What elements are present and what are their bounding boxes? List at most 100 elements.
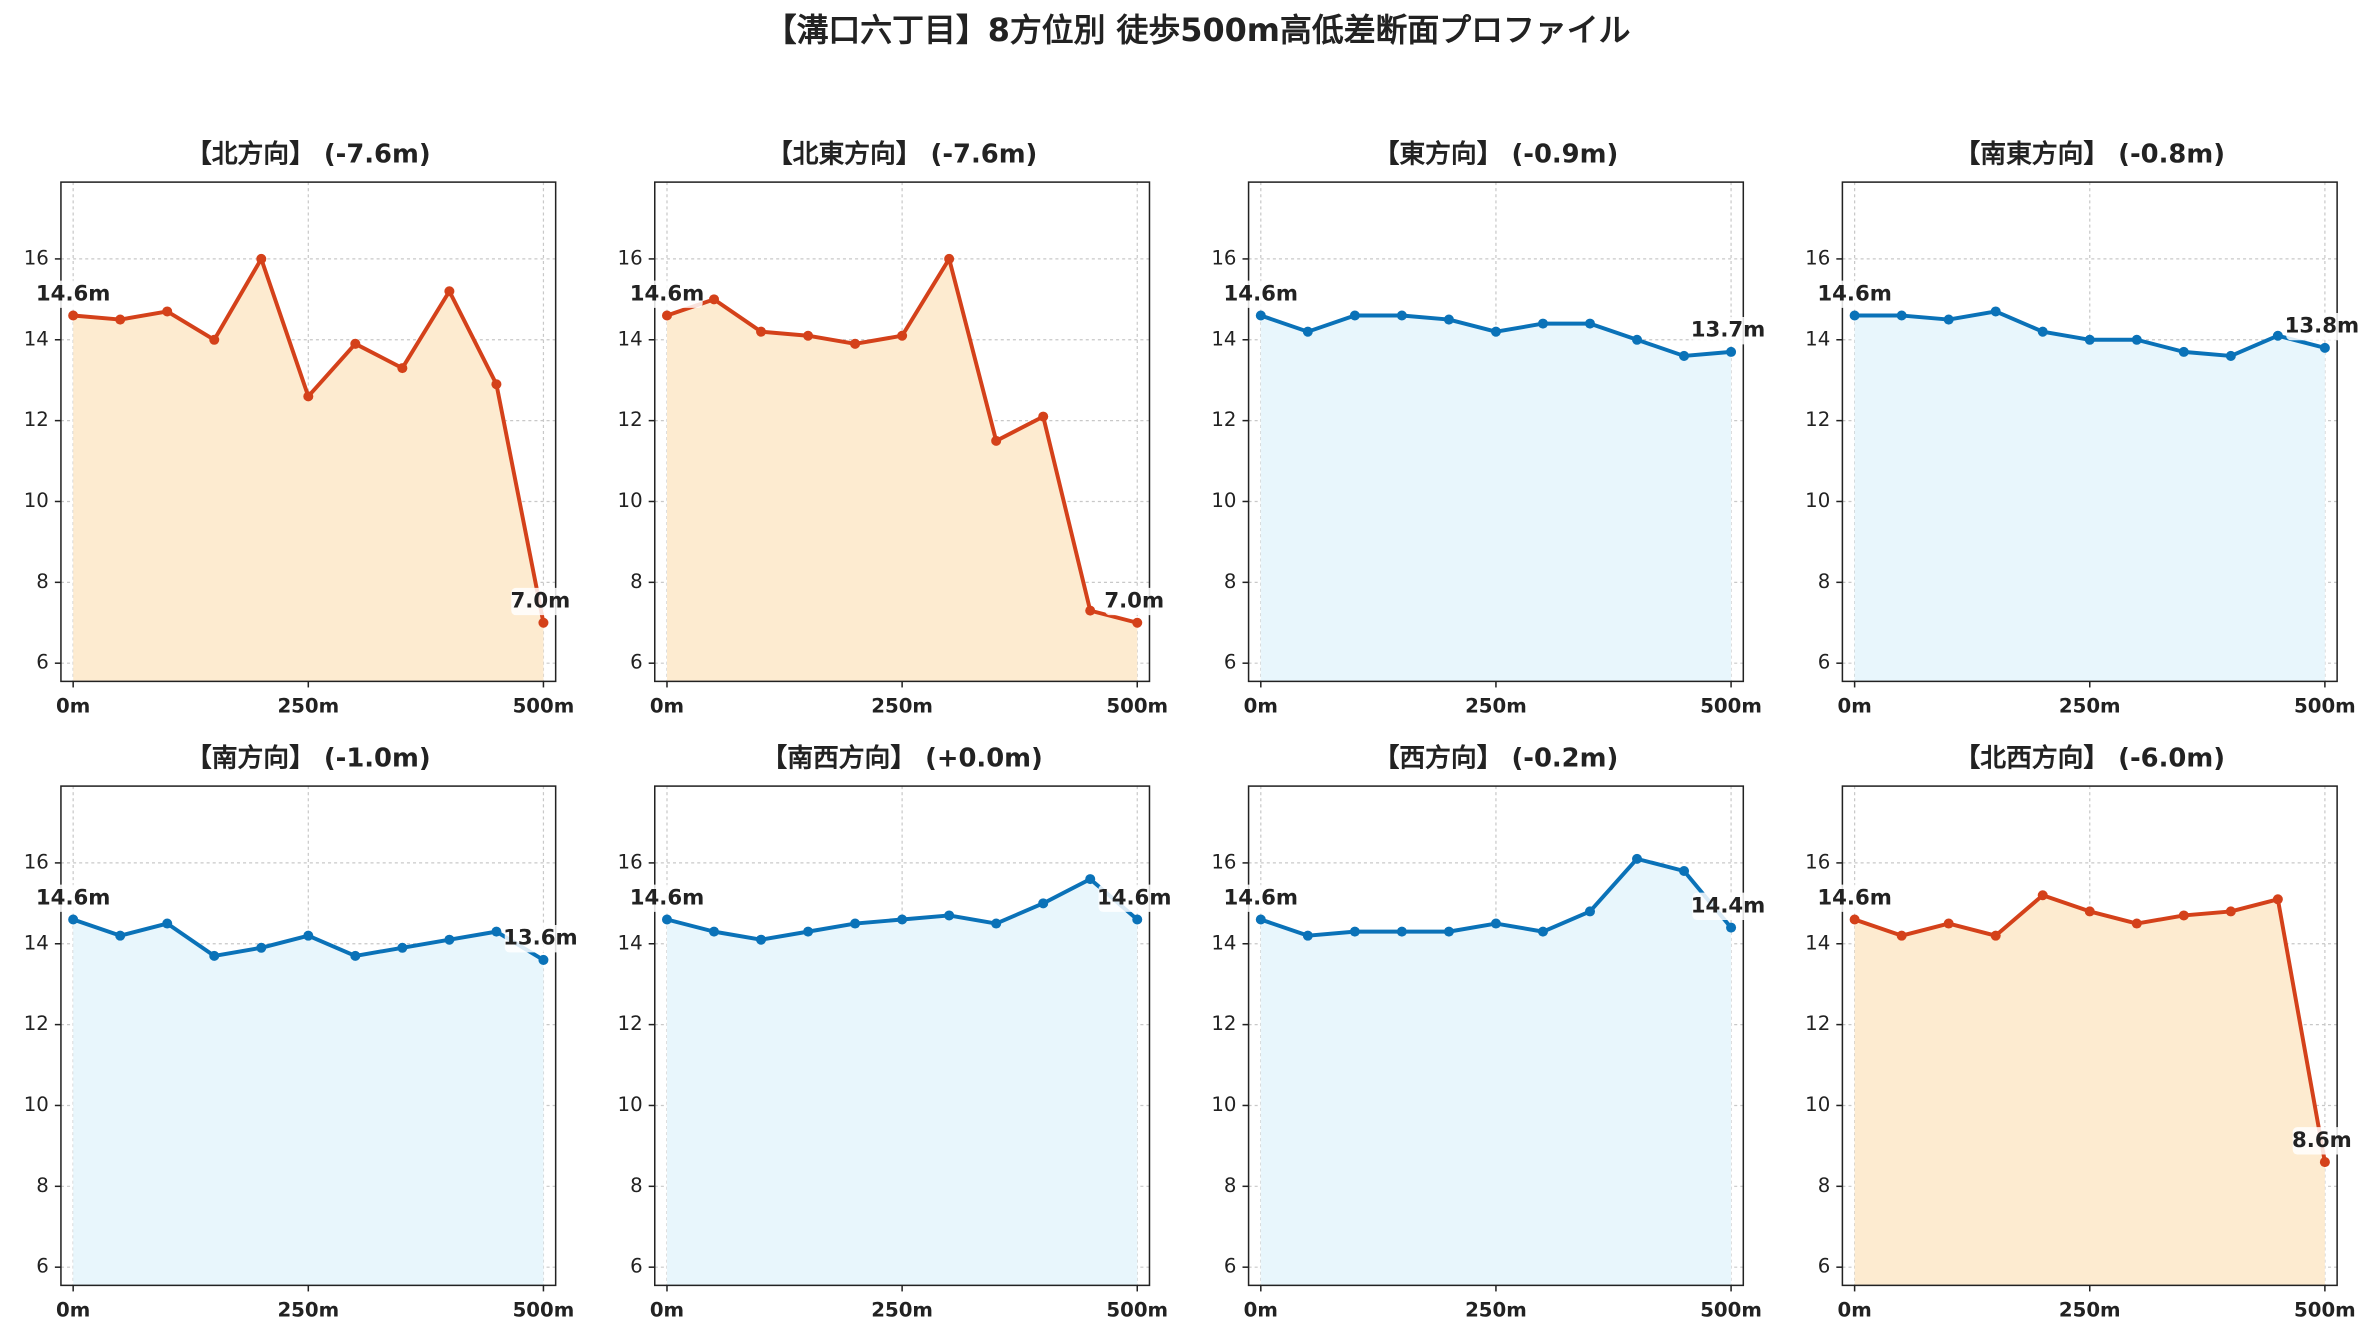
data-label: 14.6m xyxy=(1224,281,1299,306)
axes-frame xyxy=(60,181,557,683)
x-tick-label: 250m xyxy=(1465,1299,1527,1322)
point xyxy=(2084,334,2095,345)
y-tick-label: 8 xyxy=(630,570,643,593)
point xyxy=(991,918,1002,929)
y-tick-label: 14 xyxy=(618,931,643,954)
y-tick-label: 6 xyxy=(1224,1255,1237,1278)
point xyxy=(2131,334,2142,345)
y-tick-label: 10 xyxy=(618,489,643,512)
panel-title: 【南方向】 (-1.0m) xyxy=(186,742,431,773)
point xyxy=(1349,926,1360,937)
point xyxy=(491,926,502,937)
point xyxy=(397,942,408,953)
y-tick-label: 16 xyxy=(24,246,49,269)
label-box xyxy=(1225,280,1297,308)
x-tick-label: 0m xyxy=(650,695,684,718)
point xyxy=(1896,310,1907,321)
y-tick-label: 8 xyxy=(36,570,49,593)
label-box xyxy=(2292,1127,2351,1155)
point xyxy=(209,334,220,345)
y-tick-label: 14 xyxy=(24,327,49,350)
figure-title: 【溝口六丁目】8方位別 徒歩500m高低差断面プロファイル xyxy=(765,11,1631,49)
point xyxy=(538,617,549,628)
point xyxy=(256,253,267,264)
area xyxy=(666,879,1138,1286)
data-label: 14.6m xyxy=(36,281,111,306)
data-label: 7.0m xyxy=(511,589,571,614)
y-tick-label: 12 xyxy=(618,408,643,431)
point xyxy=(991,435,1002,446)
point xyxy=(1085,605,1096,616)
point xyxy=(2037,326,2048,337)
x-tick-label: 250m xyxy=(277,695,339,718)
y-tick-label: 10 xyxy=(1211,1093,1236,1116)
point xyxy=(68,914,79,925)
point xyxy=(1396,926,1407,937)
point xyxy=(756,326,767,337)
point xyxy=(1679,865,1690,876)
panel-title: 【東方向】 (-0.9m) xyxy=(1374,138,1619,169)
y-tick-label: 8 xyxy=(36,1174,49,1197)
y-tick-label: 16 xyxy=(1805,850,1830,873)
label-box xyxy=(1225,884,1297,912)
data-label: 14.6m xyxy=(36,885,111,910)
label-box xyxy=(504,925,577,953)
point xyxy=(115,314,126,325)
y-tick-label: 12 xyxy=(24,1012,49,1035)
x-tick-label: 500m xyxy=(1106,1299,1168,1322)
label-box xyxy=(631,884,703,912)
point xyxy=(1943,314,1954,325)
point xyxy=(303,391,314,402)
x-tick-label: 0m xyxy=(56,1299,90,1322)
x-tick-label: 0m xyxy=(650,1299,684,1322)
point xyxy=(661,914,672,925)
point xyxy=(1255,914,1266,925)
area xyxy=(666,258,1138,682)
data-label: 8.6m xyxy=(2292,1128,2352,1153)
y-tick-label: 6 xyxy=(1818,1255,1831,1278)
x-tick-label: 0m xyxy=(1244,695,1278,718)
point xyxy=(803,926,814,937)
data-label: 14.6m xyxy=(1224,885,1299,910)
y-tick-label: 16 xyxy=(1211,246,1236,269)
point xyxy=(2084,906,2095,917)
label-box xyxy=(631,280,703,308)
y-tick-label: 16 xyxy=(618,246,643,269)
panel-title: 【西方向】 (-0.2m) xyxy=(1374,742,1619,773)
point xyxy=(944,910,955,921)
y-tick-label: 14 xyxy=(1805,327,1830,350)
point xyxy=(2178,346,2189,357)
point xyxy=(2131,918,2142,929)
x-tick-label: 500m xyxy=(2294,1299,2356,1322)
area xyxy=(1854,895,2325,1286)
x-tick-label: 250m xyxy=(871,695,933,718)
y-tick-label: 12 xyxy=(618,1012,643,1035)
point xyxy=(444,934,455,945)
x-tick-label: 500m xyxy=(513,1299,575,1322)
y-tick-label: 6 xyxy=(36,651,49,674)
label-box xyxy=(1818,280,1891,308)
point xyxy=(115,930,126,941)
y-tick-label: 16 xyxy=(1805,246,1830,269)
y-tick-label: 8 xyxy=(1818,570,1831,593)
x-tick-label: 250m xyxy=(277,1299,339,1322)
point xyxy=(2225,350,2236,361)
axes-frame xyxy=(653,785,1151,1287)
axes-frame xyxy=(1841,181,2338,683)
point xyxy=(1943,918,1954,929)
y-tick-label: 6 xyxy=(630,651,643,674)
data-label: 13.8m xyxy=(2285,314,2360,339)
y-tick-label: 10 xyxy=(24,1093,49,1116)
y-tick-label: 10 xyxy=(1805,489,1830,512)
label-box xyxy=(2286,312,2358,341)
point xyxy=(162,306,173,317)
point xyxy=(1849,310,1860,321)
data-label: 14.6m xyxy=(1817,885,1892,910)
point xyxy=(1584,906,1596,917)
y-tick-label: 12 xyxy=(1805,408,1830,431)
point xyxy=(2225,906,2236,917)
data-label: 14.6m xyxy=(1817,281,1892,306)
point xyxy=(709,926,720,937)
